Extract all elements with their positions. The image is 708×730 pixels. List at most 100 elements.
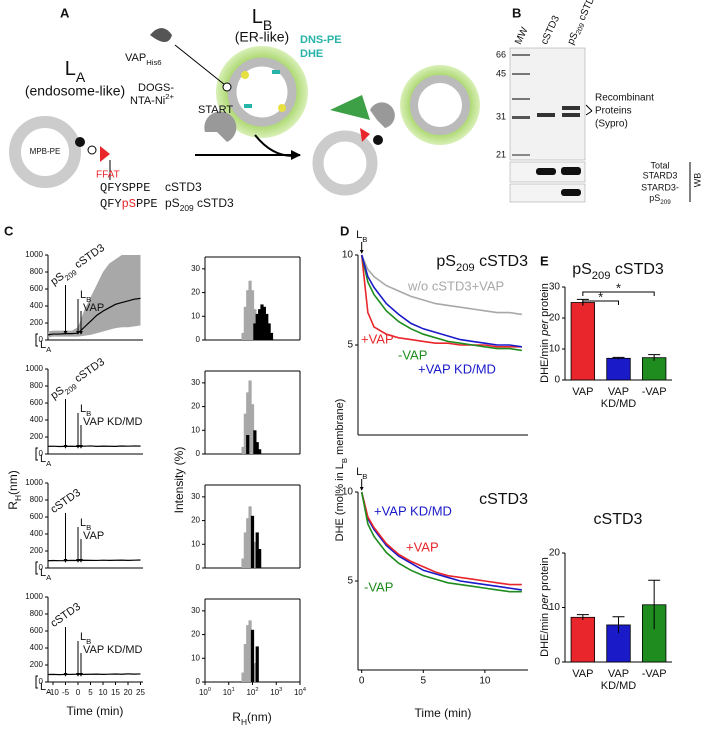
series-line (47, 673, 141, 676)
y-tick-label: 600 (30, 626, 44, 635)
annotation: LA (40, 567, 52, 582)
text-part: NTA-Ni (130, 95, 165, 107)
x-axis-label: RH(nm) (232, 710, 271, 727)
bar (248, 380, 252, 454)
y-tick-label: 0 (196, 335, 201, 344)
text-part: A (46, 573, 52, 582)
chart-title: cSTD3 (479, 491, 528, 508)
x-tick-label: 104 (294, 687, 306, 697)
x-axis-label: Time (min) (67, 704, 124, 718)
y-tick-label: 30 (549, 282, 561, 293)
text-part: protein (539, 557, 551, 594)
bar (243, 532, 247, 568)
y-tick-label: 20 (191, 402, 200, 411)
y-tick-label: 20 (549, 313, 561, 324)
error-bar (648, 579, 661, 630)
y-tick-label: 10 (191, 425, 200, 434)
text-part: L (80, 517, 86, 529)
x-tick-label: 103 (270, 687, 282, 697)
lb-title: LB (252, 6, 272, 32)
ffat-label: FFAT (96, 170, 120, 181)
bar (258, 549, 262, 568)
annotation: VAP KD/MD (83, 416, 143, 428)
series-line (360, 254, 522, 352)
text-part: VAP (125, 52, 146, 64)
bar (262, 306, 266, 340)
sequence: QFYSPPE (100, 181, 150, 195)
bar (250, 404, 255, 454)
x-tick-label: VAP (572, 668, 593, 680)
dns-label: DNS-PE (300, 34, 342, 46)
text-part: pS (165, 196, 180, 210)
text-part: PPE (136, 197, 158, 211)
chart-title: cSTD3 (594, 511, 643, 528)
bracket (35, 675, 38, 689)
bar (248, 620, 252, 682)
bar (641, 357, 667, 381)
text-part: L (252, 6, 263, 28)
bar (248, 280, 252, 340)
bar (253, 323, 257, 340)
series-line (360, 254, 522, 348)
x-tick-label: 5 (421, 676, 427, 687)
text-part: 209 (575, 22, 586, 36)
x-tick-label: VAP (608, 668, 629, 680)
panel-label: B (512, 5, 521, 20)
mw-label: 45 (496, 68, 506, 78)
text-part: A (46, 459, 52, 468)
text-part: cSTD3 (70, 356, 107, 387)
text-part: B (86, 295, 91, 304)
mw-label: 66 (496, 49, 506, 59)
text-part: B (362, 235, 367, 244)
bracket (35, 333, 38, 347)
text-part: 2+ (165, 92, 174, 101)
significance-bracket (582, 300, 619, 305)
mw-label: 31 (496, 111, 506, 121)
x-tick-label: 10 (99, 688, 108, 697)
lane-label: pS209 cSTD3 (565, 0, 601, 47)
annotation: LB (80, 403, 91, 418)
y-tick-label: 10 (191, 653, 200, 662)
dogs-label: NTA-Ni2+ (130, 92, 175, 107)
series-label: -VAP (398, 347, 427, 362)
text-part: B (263, 17, 272, 33)
y-tick-label: 0 (196, 449, 201, 458)
error-bar (612, 616, 625, 634)
series-line (360, 491, 522, 593)
y-axis-label: Intensity (%) (172, 447, 186, 514)
lane-label: cSTD3 (539, 14, 562, 47)
bar (253, 541, 257, 568)
text-part: B (86, 409, 91, 418)
series-line (360, 254, 522, 316)
series-label: w/o cSTD3+VAP (407, 278, 504, 293)
annotation: LB (356, 229, 367, 244)
series-line (360, 254, 522, 348)
bar (260, 304, 264, 340)
chart-title: pS209 cSTD3 (436, 253, 528, 274)
bar (250, 515, 255, 568)
annotation: LB (356, 466, 367, 481)
bar (255, 442, 259, 454)
y-axis-label: DHE/min per protein (539, 283, 551, 383)
y-tick-label: 5 (347, 576, 353, 587)
wb-label: Total (650, 160, 669, 170)
y-tick-label: 0 (554, 375, 560, 386)
series-line (47, 297, 141, 336)
text-part: cSTD3 (194, 196, 234, 210)
chart-title: pS209 cSTD3 (572, 261, 664, 282)
text-part: L (80, 403, 86, 415)
y-tick-label: 400 (30, 301, 44, 310)
x-tick-label: -VAP (642, 668, 667, 680)
text-part: L (356, 229, 362, 241)
series-line (360, 491, 522, 586)
y-tick-label: 400 (30, 415, 44, 424)
text-part: cSTD3 (70, 242, 107, 273)
bracket (35, 561, 38, 575)
bar (243, 306, 247, 340)
start-label: START (198, 104, 233, 116)
x-tick-label: 5 (88, 688, 93, 697)
annotation: LB (80, 517, 91, 532)
y-tick-label: 800 (30, 495, 44, 504)
x-tick-label: KD/MD (601, 398, 637, 410)
